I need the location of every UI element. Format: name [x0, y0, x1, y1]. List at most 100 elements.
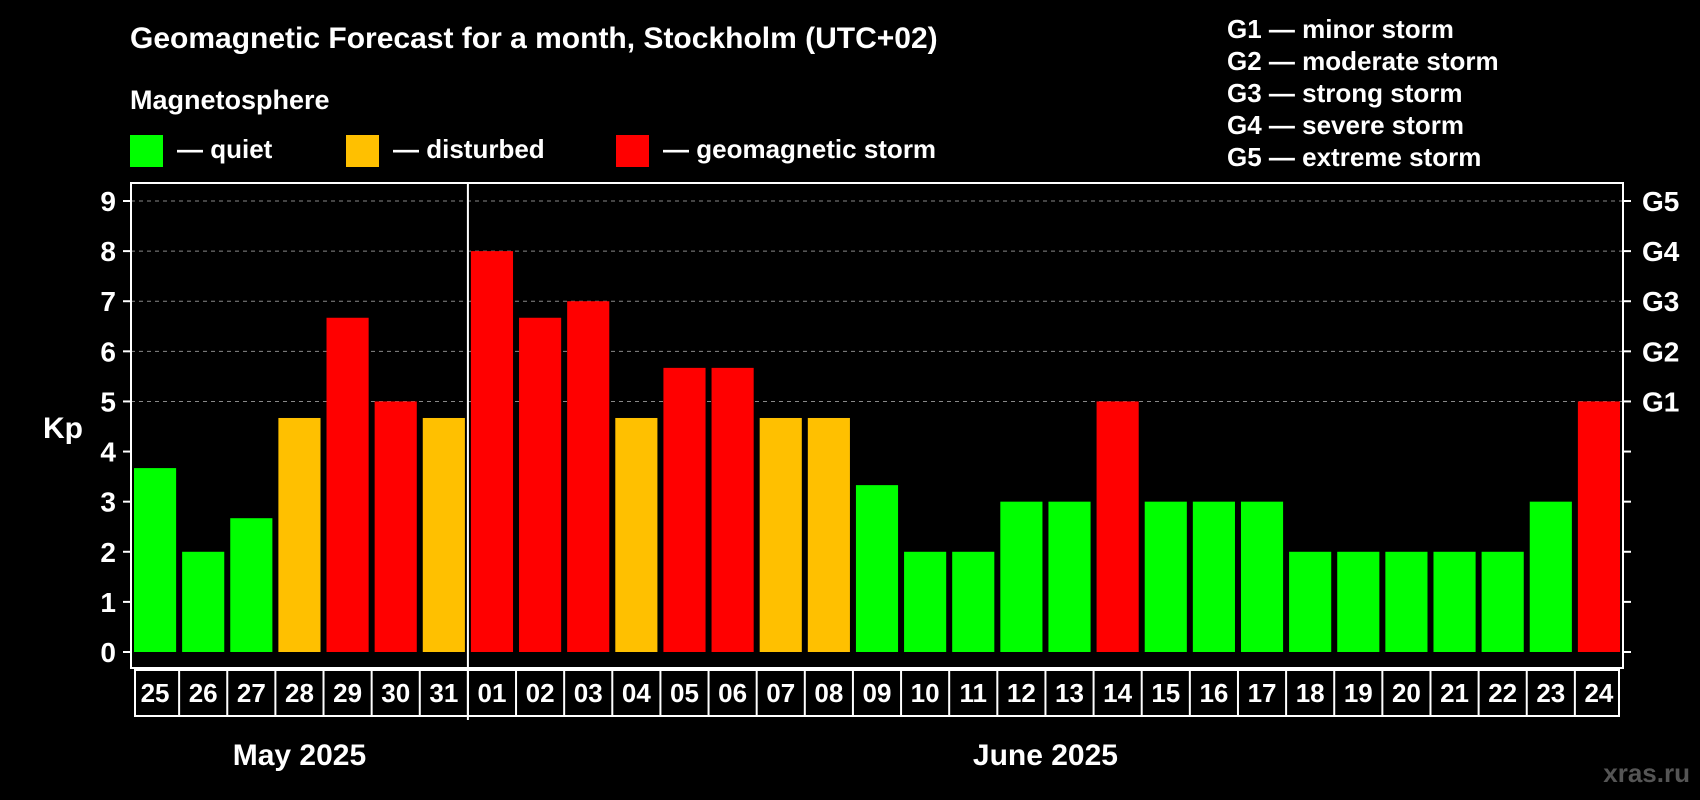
- x-tick-label: 22: [1488, 678, 1517, 708]
- y-tick-label: 4: [100, 437, 116, 468]
- x-tick-label: 13: [1055, 678, 1084, 708]
- g-tick-label-g1: G1: [1642, 386, 1679, 417]
- plot-frame: [130, 182, 1624, 669]
- bar-11: [952, 551, 995, 652]
- x-tick-label: 08: [814, 678, 843, 708]
- y-tick-label: 5: [100, 386, 116, 417]
- x-tick-label: 28: [285, 678, 314, 708]
- x-tick-label: 05: [670, 678, 699, 708]
- bar-19: [1337, 551, 1380, 652]
- bar-04: [615, 417, 658, 652]
- x-tick-label: 24: [1584, 678, 1613, 708]
- bar-21: [1433, 551, 1476, 652]
- bar-26: [182, 551, 225, 652]
- month-label: May 2025: [233, 739, 366, 772]
- bar-08: [807, 417, 850, 652]
- bar-18: [1289, 551, 1332, 652]
- x-tick-label: 16: [1199, 678, 1228, 708]
- y-axis-label: Kp: [43, 412, 83, 445]
- bar-29: [326, 317, 369, 652]
- g-legend-g1: G1 — minor storm: [1227, 14, 1454, 44]
- x-tick-label: 19: [1344, 678, 1373, 708]
- bar-23: [1529, 501, 1572, 652]
- x-tick-label: 27: [237, 678, 266, 708]
- bar-10: [904, 551, 947, 652]
- x-tick-label: 31: [429, 678, 458, 708]
- x-tick-label: 03: [574, 678, 603, 708]
- x-label-strip: [134, 669, 1620, 717]
- x-tick-label: 10: [911, 678, 940, 708]
- y-tick-label: 6: [100, 336, 116, 367]
- x-tick-label: 25: [141, 678, 170, 708]
- x-tick-label: 07: [766, 678, 795, 708]
- bar-30: [374, 401, 417, 652]
- y-tick-label: 2: [100, 537, 116, 568]
- bar-01: [470, 251, 514, 652]
- g-scale-legend: G1 — minor storm G2 — moderate storm G3 …: [1227, 14, 1499, 172]
- bar-14: [1096, 401, 1139, 652]
- bar-25: [134, 468, 177, 652]
- bar-24: [1577, 401, 1620, 652]
- bar-31: [422, 417, 465, 652]
- x-tick-label: 18: [1296, 678, 1325, 708]
- x-tick-label: 01: [478, 678, 507, 708]
- legend-swatch-disturbed: [346, 135, 379, 167]
- x-tick-label: 04: [622, 678, 651, 708]
- x-tick-label: 11: [960, 678, 988, 708]
- y-tick-label: 3: [100, 487, 116, 518]
- g-legend-g5: G5 — extreme storm: [1227, 142, 1481, 172]
- legend-swatch-storm: [616, 135, 649, 167]
- bar-09: [855, 485, 899, 652]
- chart-title: Geomagnetic Forecast for a month, Stockh…: [130, 22, 938, 55]
- x-tick-label: 09: [863, 678, 892, 708]
- g-tick-label-g5: G5: [1642, 186, 1679, 217]
- bar-20: [1385, 551, 1428, 652]
- bar-17: [1240, 501, 1284, 652]
- g-tick-label-g4: G4: [1642, 236, 1680, 267]
- bar-02: [519, 317, 562, 652]
- x-tick-label: 02: [526, 678, 555, 708]
- x-tick-label: 29: [333, 678, 362, 708]
- y-tick-label: 7: [100, 286, 116, 317]
- bar-05: [663, 367, 706, 652]
- x-tick-label: 20: [1392, 678, 1421, 708]
- g-tick-label-g2: G2: [1642, 336, 1679, 367]
- x-tick-label: 21: [1440, 678, 1469, 708]
- x-tick-label: 23: [1536, 678, 1565, 708]
- g-legend-g3: G3 — strong storm: [1227, 78, 1462, 108]
- x-tick-label: 12: [1007, 678, 1036, 708]
- legend-swatch-quiet: [130, 135, 163, 167]
- y-tick-label: 0: [100, 637, 116, 668]
- x-tick-label: 30: [381, 678, 410, 708]
- bar-27: [230, 518, 273, 652]
- bar-07: [759, 417, 802, 652]
- bar-28: [278, 417, 321, 652]
- bar-22: [1481, 551, 1524, 652]
- bar-15: [1144, 501, 1187, 652]
- x-tick-label: 26: [189, 678, 218, 708]
- y-tick-label: 1: [100, 587, 116, 618]
- legend-heading: Magnetosphere: [130, 85, 330, 115]
- y-tick-label: 9: [100, 186, 116, 217]
- g-tick-label-g3: G3: [1642, 286, 1679, 317]
- bar-12: [1000, 501, 1043, 652]
- x-tick-label: 06: [718, 678, 747, 708]
- y-tick-label: 8: [100, 236, 116, 267]
- legend-label-storm: — geomagnetic storm: [663, 134, 936, 164]
- bar-13: [1048, 501, 1091, 652]
- legend: — quiet — disturbed — geomagnetic storm: [130, 134, 936, 167]
- x-tick-label: 17: [1248, 678, 1277, 708]
- x-tick-label: 14: [1103, 678, 1132, 708]
- x-tick-label: 15: [1151, 678, 1180, 708]
- bar-06: [711, 367, 754, 652]
- watermark: xras.ru: [1603, 758, 1690, 788]
- bar-03: [567, 301, 610, 652]
- legend-label-disturbed: — disturbed: [393, 134, 545, 164]
- month-label: June 2025: [973, 739, 1118, 772]
- g-legend-g4: G4 — severe storm: [1227, 110, 1464, 140]
- bar-16: [1192, 501, 1235, 652]
- g-legend-g2: G2 — moderate storm: [1227, 46, 1499, 76]
- legend-label-quiet: — quiet: [177, 134, 273, 164]
